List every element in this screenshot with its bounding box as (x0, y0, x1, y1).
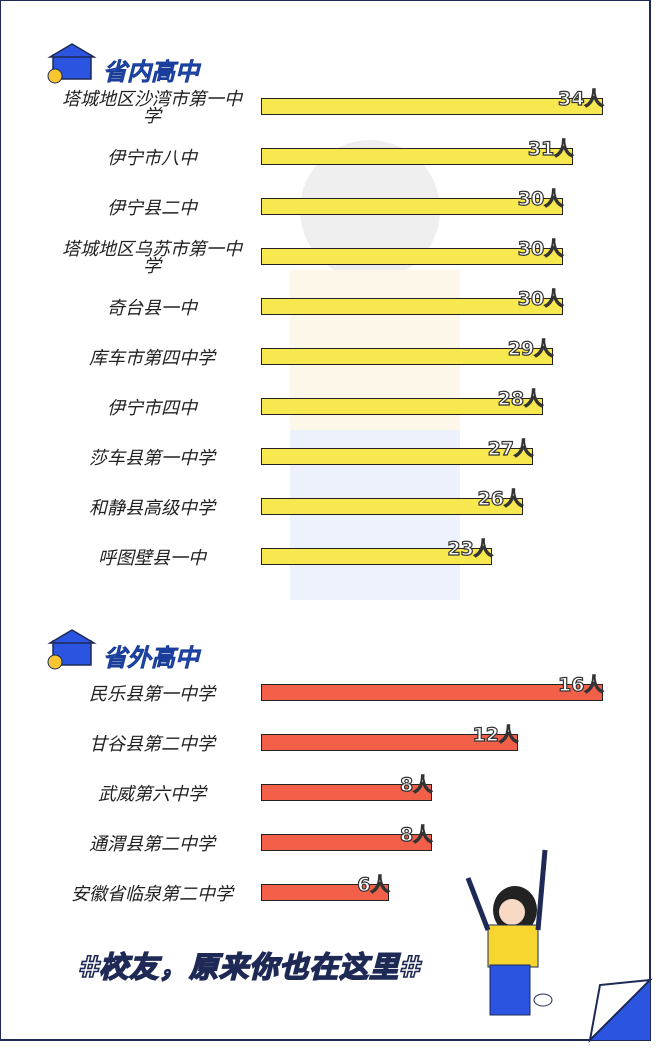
value-label: 16人 (557, 673, 604, 696)
category-label: 通渭县第二中学 (89, 833, 215, 855)
bar (261, 298, 563, 315)
bar (261, 834, 432, 851)
value-label: 8人 (399, 823, 433, 846)
category-label: 甘谷县第二中学 (89, 733, 215, 755)
bar (261, 148, 573, 165)
section-title: 省内高中 (103, 58, 200, 87)
bar (261, 784, 432, 801)
value-label: 30人 (517, 237, 564, 260)
value-label: 26人 (477, 487, 524, 510)
value-label: 31人 (527, 137, 574, 160)
value-label: 23人 (447, 537, 494, 560)
category-label: 伊宁市四中 (107, 397, 197, 419)
bar (261, 348, 553, 365)
category-label: 塔城地区乌苏市第一中学 (62, 239, 242, 277)
girl-illustration (465, 849, 553, 1016)
bar (261, 684, 603, 701)
value-label: 29人 (507, 337, 554, 360)
section-title: 省外高中 (103, 644, 200, 673)
category-label: 安徽省临泉第二中学 (71, 883, 233, 905)
bar (261, 548, 493, 565)
bar (261, 884, 390, 901)
bar (261, 398, 543, 415)
value-label: 28人 (497, 387, 544, 410)
category-label: 和静县高级中学 (89, 497, 215, 519)
category-label: 库车市第四中学 (89, 347, 215, 369)
value-label: 27人 (487, 437, 534, 460)
category-label: 伊宁县二中 (107, 197, 197, 219)
value-label: 34人 (557, 87, 604, 110)
slogan: #校友，原来你也在这里# (77, 949, 421, 985)
bar (261, 248, 563, 265)
category-label: 莎车县第一中学 (89, 447, 215, 469)
value-label: 8人 (399, 773, 433, 796)
category-label: 奇台县一中 (107, 297, 197, 319)
category-label: 呼图壁县一中 (98, 547, 206, 569)
bar (261, 98, 603, 115)
icon-1 (47, 43, 97, 84)
icon-2 (47, 629, 97, 670)
bar (261, 448, 533, 465)
value-label: 30人 (517, 287, 564, 310)
fold-flap (588, 978, 653, 1043)
category-label: 塔城地区沙湾市第一中学 (62, 89, 242, 127)
category-label: 伊宁市八中 (107, 147, 197, 169)
value-label: 6人 (357, 873, 390, 896)
category-label: 民乐县第一中学 (89, 683, 215, 705)
value-label: 12人 (472, 723, 519, 746)
bar (261, 498, 523, 515)
bar (261, 198, 563, 215)
bar (261, 734, 518, 751)
category-label: 武威第六中学 (98, 783, 206, 805)
value-label: 30人 (517, 187, 564, 210)
